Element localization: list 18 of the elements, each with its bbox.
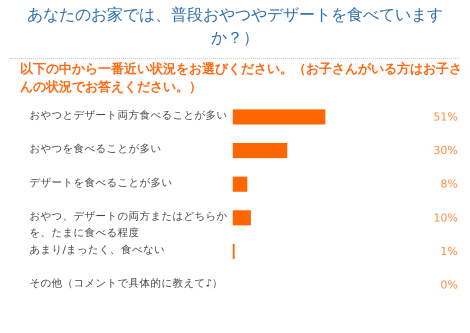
y-tick-label: デザートを食べることが多い: [30, 176, 173, 189]
bar: [232, 176, 248, 192]
data-label: 1%: [440, 244, 458, 258]
bar: [232, 142, 288, 158]
y-tick-label: その他（コメントで具体的に教えて♪）: [30, 277, 224, 290]
chart-subtitle: 以下の中から一番近い状況をお選びください。（お子さんがいる方はお子さんの状況でお答えください。）: [20, 60, 463, 98]
y-tick-label: あまり/まったく、食べない: [30, 244, 166, 256]
bar: [232, 109, 326, 124]
data-label: 30%: [433, 144, 458, 157]
y-tick-label: おやつとデザート両方食べることが多い: [30, 108, 228, 122]
chart-title: あなたのお家では、普段おやつやデザートを食べていますか？）: [26, 4, 444, 49]
y-tick-label: おやつを食べることが多い: [30, 143, 162, 156]
data-label: 51%: [433, 110, 458, 124]
data-label: 0%: [440, 278, 458, 292]
data-label: 8%: [440, 178, 458, 191]
y-tick-label: おやつ、デザートの両方またはどちらかを、たまに食べる程度: [30, 209, 228, 240]
data-label: 10%: [433, 211, 458, 224]
bar: [232, 210, 251, 226]
